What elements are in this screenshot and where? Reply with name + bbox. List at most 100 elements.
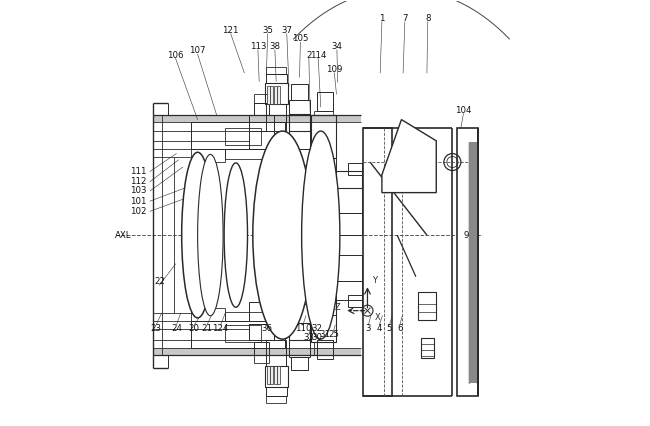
Text: 23: 23 <box>151 324 161 333</box>
Bar <box>469 142 477 383</box>
Bar <box>191 308 225 321</box>
Bar <box>267 86 270 104</box>
Text: 112: 112 <box>130 177 146 186</box>
Text: 106: 106 <box>167 51 184 60</box>
Text: X: X <box>375 313 381 322</box>
Bar <box>317 340 333 359</box>
Text: 3: 3 <box>365 324 371 333</box>
Bar <box>270 366 273 384</box>
Bar <box>153 115 361 122</box>
Bar <box>317 189 333 209</box>
Text: 107: 107 <box>189 46 206 55</box>
Bar <box>311 299 337 342</box>
Text: AXL: AXL <box>114 230 131 239</box>
Ellipse shape <box>198 154 223 316</box>
Text: 5: 5 <box>387 324 393 333</box>
Text: 111: 111 <box>130 167 146 176</box>
Bar <box>337 281 362 299</box>
Bar <box>254 103 269 115</box>
Bar <box>225 128 261 145</box>
Ellipse shape <box>302 131 340 339</box>
Text: 110: 110 <box>294 324 311 333</box>
Bar <box>270 86 273 104</box>
Bar <box>291 84 308 100</box>
Text: 22: 22 <box>154 277 165 286</box>
Text: 105: 105 <box>292 35 309 43</box>
Bar <box>254 94 269 103</box>
Bar <box>248 131 274 149</box>
Bar <box>254 355 269 363</box>
Text: 7: 7 <box>402 14 408 23</box>
Text: 121: 121 <box>222 26 239 35</box>
Bar <box>274 366 277 384</box>
Bar <box>317 284 333 304</box>
Bar <box>417 292 436 320</box>
Bar <box>266 67 286 74</box>
Bar <box>191 122 285 149</box>
Text: 4: 4 <box>376 324 382 333</box>
Bar <box>267 366 270 384</box>
Bar <box>311 115 337 158</box>
Text: 32: 32 <box>311 324 322 333</box>
Bar <box>348 295 362 307</box>
Bar <box>289 304 310 322</box>
Text: 24: 24 <box>171 324 182 333</box>
Bar <box>248 115 274 131</box>
Bar <box>337 170 362 187</box>
Bar <box>289 131 310 149</box>
Bar <box>348 163 362 175</box>
Bar <box>289 149 310 164</box>
Text: 102: 102 <box>130 207 146 216</box>
Bar <box>277 366 280 384</box>
Text: Z: Z <box>335 303 341 312</box>
Bar <box>225 311 285 321</box>
Text: 31: 31 <box>320 330 330 339</box>
Bar <box>317 92 333 111</box>
Bar <box>225 325 261 342</box>
Bar <box>315 185 333 189</box>
Bar <box>311 158 337 185</box>
Bar <box>266 340 286 366</box>
Bar <box>266 387 287 397</box>
Bar <box>225 149 285 158</box>
Bar <box>265 366 288 387</box>
Bar <box>421 338 434 358</box>
Bar <box>274 86 277 104</box>
Text: 25: 25 <box>328 330 339 339</box>
Bar <box>289 288 310 304</box>
Text: 1: 1 <box>379 14 385 23</box>
Text: 124: 124 <box>213 324 229 333</box>
Bar <box>266 104 286 131</box>
Bar <box>315 342 333 355</box>
Bar <box>457 128 478 396</box>
Bar <box>266 74 287 83</box>
Ellipse shape <box>253 131 312 339</box>
Text: 6: 6 <box>397 324 402 333</box>
Bar <box>277 86 280 104</box>
Text: 8: 8 <box>425 14 430 23</box>
Text: 103: 103 <box>130 187 146 196</box>
Bar <box>289 100 310 114</box>
Text: 38: 38 <box>269 42 280 51</box>
Bar <box>337 187 362 213</box>
Text: 104: 104 <box>455 106 472 115</box>
Text: 34: 34 <box>332 42 343 51</box>
Text: 101: 101 <box>130 197 146 206</box>
Bar <box>254 342 269 355</box>
Text: 21: 21 <box>202 324 213 333</box>
Bar <box>289 114 310 131</box>
Bar <box>266 397 286 403</box>
Bar <box>289 340 310 357</box>
Text: 35: 35 <box>262 26 273 35</box>
Bar <box>289 322 310 340</box>
Text: 37: 37 <box>281 26 292 35</box>
Text: 113: 113 <box>250 42 266 51</box>
Text: 9: 9 <box>463 230 469 239</box>
Ellipse shape <box>182 152 214 318</box>
Text: 33: 33 <box>304 333 315 343</box>
Text: 2: 2 <box>306 51 311 60</box>
Text: 36: 36 <box>261 324 272 333</box>
Text: 20: 20 <box>188 324 200 333</box>
Polygon shape <box>382 120 436 193</box>
Ellipse shape <box>224 163 248 307</box>
